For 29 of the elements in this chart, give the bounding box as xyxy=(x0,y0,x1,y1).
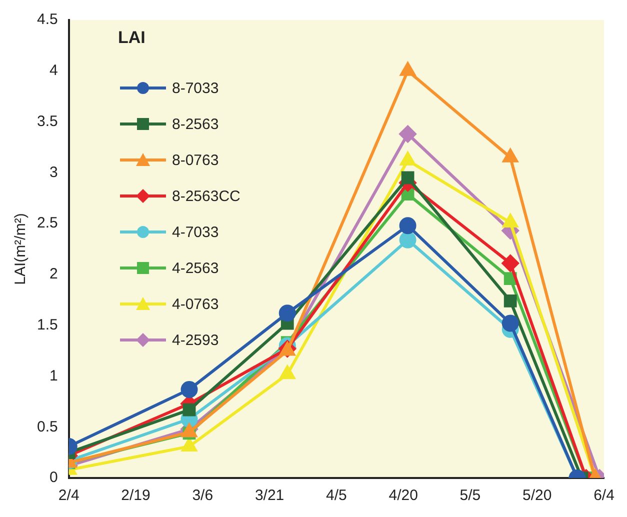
x-tick-label: 3/21 xyxy=(254,487,284,504)
x-tick-label: 2/19 xyxy=(121,487,150,504)
x-tick-label: 3/6 xyxy=(192,487,214,504)
legend-label: 4-0763 xyxy=(172,296,219,312)
y-tick-label: 1.5 xyxy=(36,316,58,334)
y-tick-label: 4.5 xyxy=(36,11,58,28)
legend-label: 4-2593 xyxy=(172,332,219,348)
y-tick-label: 2 xyxy=(50,266,58,283)
y-tick-label: 4 xyxy=(50,62,58,80)
x-tick-label: 5/5 xyxy=(460,487,481,504)
y-tick-label: 3.5 xyxy=(36,112,58,130)
y-tick-label: 2.5 xyxy=(36,214,58,232)
legend-title: LAI xyxy=(118,28,146,48)
y-tick-label: 1 xyxy=(50,367,58,384)
x-tick-label: 4/20 xyxy=(388,487,418,504)
y-tick-label: 0 xyxy=(50,469,58,486)
legend-label: 8-0763 xyxy=(172,152,219,168)
legend-label: 8-2563 xyxy=(172,116,219,132)
y-tick-label: 0.5 xyxy=(36,418,58,436)
x-tick-label: 2/4 xyxy=(58,487,80,504)
y-axis-title: LAI(m²/m²) xyxy=(12,213,30,285)
legend-label: 4-7033 xyxy=(172,224,219,240)
legend-label: 8-7033 xyxy=(172,80,219,96)
legend-label: 8-2563CC xyxy=(172,188,240,204)
legend-label: 4-2563 xyxy=(172,260,219,276)
x-tick-label: 6/4 xyxy=(594,487,614,504)
x-tick-label: 5/20 xyxy=(522,487,552,504)
y-tick-label: 3 xyxy=(50,164,58,181)
x-tick-label: 4/5 xyxy=(326,487,347,504)
